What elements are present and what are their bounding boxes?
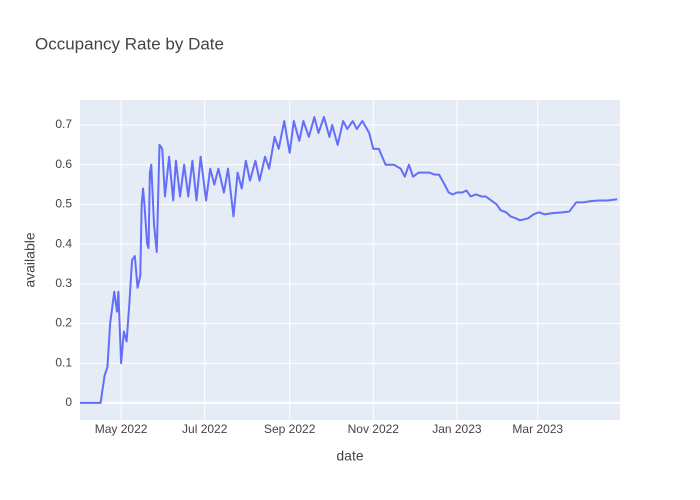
x-tick-label: Jan 2023 (432, 422, 482, 436)
y-tick-label: 0 (65, 395, 72, 409)
marks (80, 116, 618, 404)
y-axis-title: available (22, 232, 38, 287)
y-tick-label: 0.6 (55, 157, 72, 171)
x-tick-label: Nov 2022 (348, 422, 400, 436)
plot-area (80, 100, 620, 420)
y-tick-label: 0.1 (55, 355, 72, 369)
x-tick-label: May 2022 (95, 422, 148, 436)
y-tick-label: 0.7 (55, 117, 72, 131)
x-axis-title: date (336, 448, 363, 464)
x-tick-label: Jul 2022 (182, 422, 228, 436)
x-tick-label: Sep 2022 (264, 422, 316, 436)
y-tick-label: 0.2 (55, 316, 72, 330)
chart-title: Occupancy Rate by Date (35, 34, 224, 53)
y-tick-label: 0.3 (55, 276, 72, 290)
grid (80, 100, 620, 420)
x-tick-label: Mar 2023 (512, 422, 563, 436)
y-tick-label: 0.5 (55, 197, 72, 211)
line (80, 116, 618, 404)
y-tick-label: 0.4 (55, 236, 72, 250)
